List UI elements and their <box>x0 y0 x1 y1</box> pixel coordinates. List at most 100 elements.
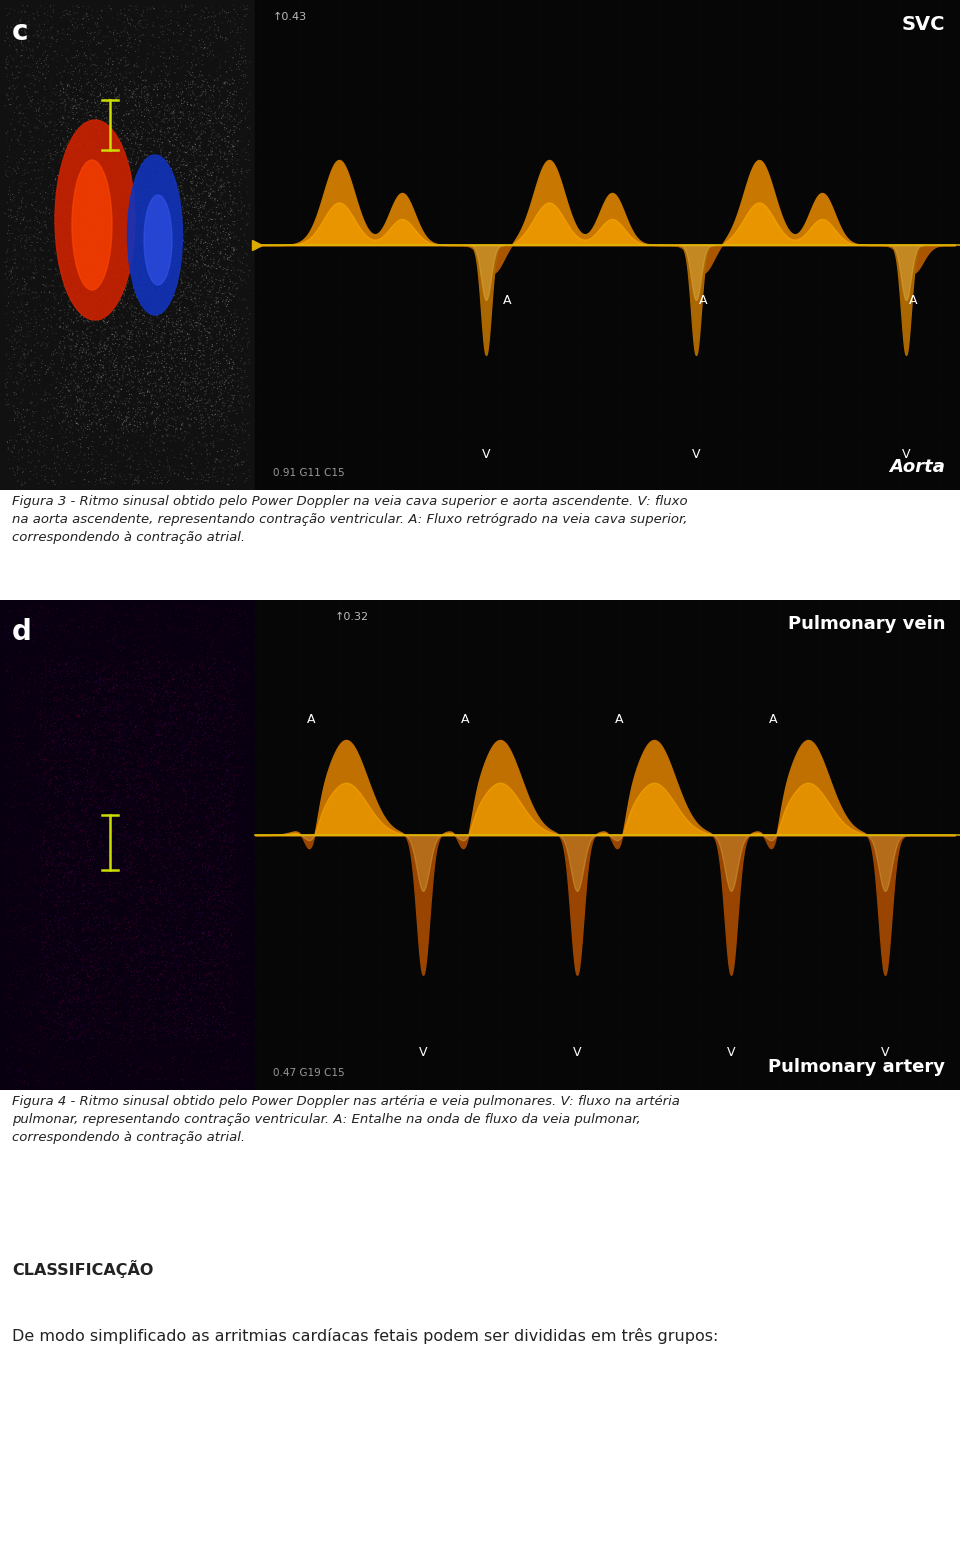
Point <box>103 796 118 821</box>
Point <box>52 417 67 442</box>
Point <box>179 799 194 824</box>
Point <box>88 400 104 425</box>
Point <box>82 770 97 795</box>
Point <box>116 295 132 320</box>
Point <box>62 207 78 232</box>
Point <box>230 54 246 79</box>
Point <box>135 167 151 192</box>
Point <box>210 787 226 812</box>
Point <box>103 292 118 317</box>
Point <box>59 201 74 226</box>
Point <box>158 697 174 722</box>
Point <box>84 818 99 843</box>
Point <box>238 1005 253 1030</box>
Point <box>216 189 231 213</box>
Point <box>45 12 60 37</box>
Point <box>1 976 16 1000</box>
Point <box>171 396 186 421</box>
Point <box>71 813 86 838</box>
Point <box>140 852 156 877</box>
Point <box>80 196 95 221</box>
Point <box>177 604 192 629</box>
Point <box>189 19 204 43</box>
Point <box>35 775 50 799</box>
Point <box>62 1011 78 1036</box>
Point <box>216 269 231 294</box>
Point <box>158 410 174 434</box>
Point <box>102 756 117 781</box>
Point <box>91 29 107 54</box>
Point <box>161 809 177 833</box>
Point <box>98 322 113 346</box>
Point <box>58 280 73 305</box>
Point <box>0 29 12 54</box>
Point <box>203 691 218 716</box>
Point <box>17 915 33 940</box>
Point <box>17 959 33 983</box>
Point <box>145 716 160 741</box>
Point <box>69 100 84 125</box>
Point <box>12 218 27 243</box>
Point <box>65 858 81 883</box>
Point <box>228 657 243 682</box>
Point <box>186 176 202 201</box>
Point <box>59 181 74 206</box>
Point <box>127 929 142 954</box>
Point <box>82 838 97 863</box>
Point <box>142 308 157 332</box>
Point <box>125 255 140 280</box>
Point <box>74 909 89 934</box>
Point <box>143 700 158 725</box>
Point <box>157 952 173 977</box>
Point <box>44 822 60 847</box>
Point <box>93 368 108 393</box>
Point <box>153 264 168 289</box>
Point <box>101 982 116 1006</box>
Point <box>224 597 239 621</box>
Point <box>67 906 83 931</box>
Point <box>153 366 168 391</box>
Point <box>166 770 181 795</box>
Point <box>61 206 77 230</box>
Point <box>183 690 199 714</box>
Point <box>46 297 61 322</box>
Point <box>196 332 211 357</box>
Point <box>126 275 141 300</box>
Point <box>87 1059 103 1084</box>
Point <box>180 617 196 642</box>
Point <box>231 42 247 66</box>
Point <box>4 1070 19 1095</box>
Point <box>182 1019 198 1044</box>
Point <box>158 232 174 257</box>
Point <box>35 190 50 215</box>
Point <box>112 210 128 235</box>
Point <box>190 122 205 147</box>
Point <box>174 1037 189 1062</box>
Point <box>45 162 60 187</box>
Point <box>128 399 143 424</box>
Point <box>109 890 125 915</box>
Point <box>161 121 177 145</box>
Point <box>212 683 228 708</box>
Point <box>42 280 58 305</box>
Point <box>154 654 169 679</box>
Point <box>154 385 169 410</box>
Point <box>102 436 117 461</box>
Point <box>41 836 57 861</box>
Point <box>15 339 31 363</box>
Point <box>93 799 108 824</box>
Point <box>169 20 184 45</box>
Point <box>51 343 66 368</box>
Point <box>95 1027 110 1051</box>
Point <box>52 867 67 892</box>
Point <box>149 147 164 172</box>
Point <box>199 821 214 846</box>
Point <box>143 739 158 764</box>
Point <box>189 819 204 844</box>
Point <box>42 456 58 481</box>
Point <box>169 864 184 889</box>
Point <box>69 31 84 56</box>
Point <box>139 648 155 673</box>
Point <box>7 444 22 468</box>
Point <box>222 105 237 130</box>
